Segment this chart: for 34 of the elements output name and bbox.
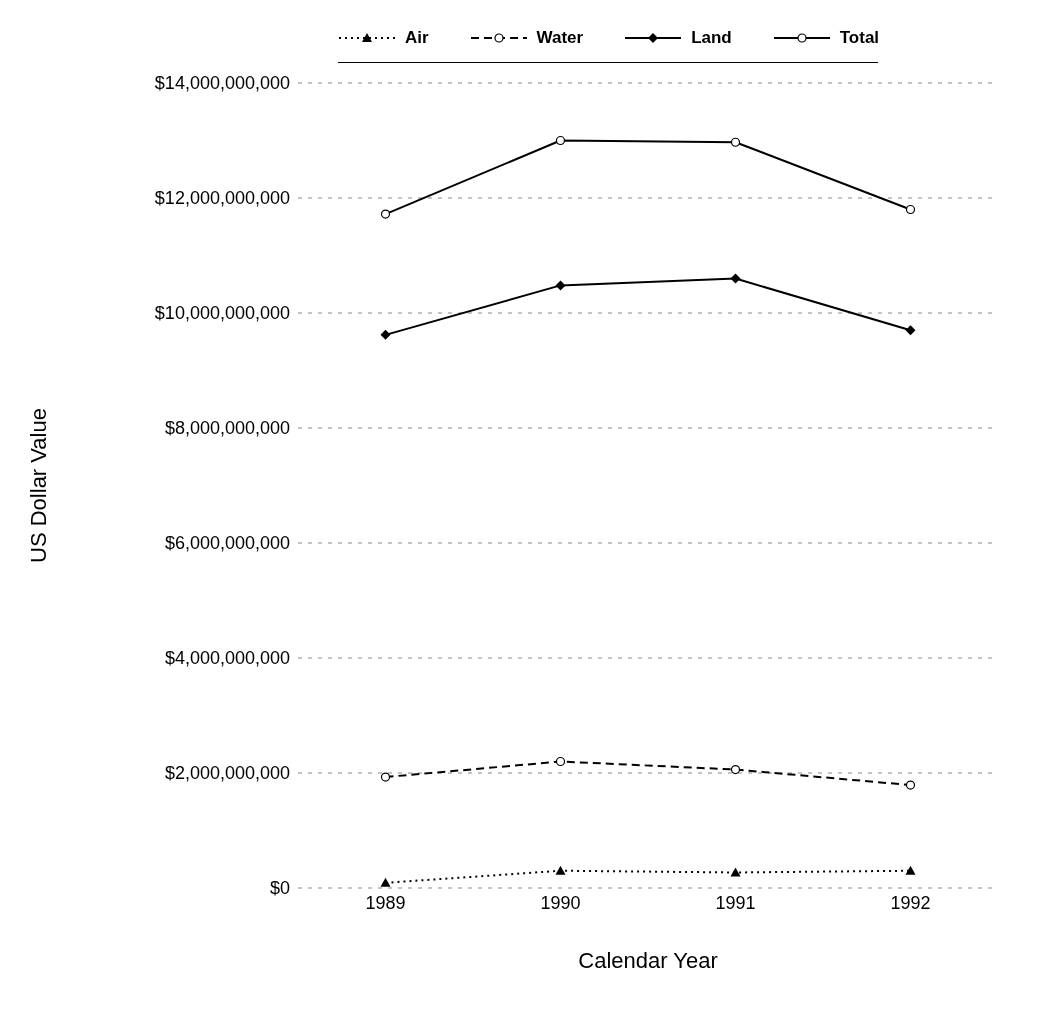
x-tick-label: 1992 [890, 892, 931, 913]
point [730, 273, 741, 284]
x-tick-label: 1990 [540, 892, 581, 913]
y-tick-label: $14,000,000,000 [154, 73, 290, 94]
point [730, 137, 741, 147]
legend-label: Water [536, 28, 584, 48]
legend-label: Total [839, 28, 880, 48]
point [905, 325, 916, 336]
point [730, 867, 741, 877]
x-tick-label: 1991 [715, 892, 756, 913]
y-tick-label: $10,000,000,000 [154, 303, 290, 324]
point [905, 780, 916, 790]
y-tick-label: $4,000,000,000 [164, 648, 290, 669]
point [905, 204, 916, 215]
y-tick-label: $0 [269, 878, 290, 899]
point [730, 764, 741, 775]
y-tick-label: $8,000,000,000 [164, 418, 290, 439]
point [380, 209, 391, 219]
legend-label: Land [691, 28, 732, 48]
y-axis-title: US Dollar Value [25, 408, 51, 563]
point [555, 135, 566, 146]
point [380, 877, 391, 887]
x-tick-label: 1989 [365, 892, 406, 913]
point [380, 329, 391, 340]
legend-label: Air [404, 28, 429, 48]
point [555, 865, 566, 875]
point [555, 280, 566, 291]
y-tick-label: $2,000,000,000 [164, 763, 290, 784]
y-tick-label: $6,000,000,000 [164, 533, 290, 554]
x-axis-title: Calendar Year [578, 948, 718, 973]
point [555, 756, 566, 767]
point [380, 772, 391, 782]
y-tick-label: $12,000,000,000 [154, 188, 290, 209]
point [905, 865, 916, 875]
